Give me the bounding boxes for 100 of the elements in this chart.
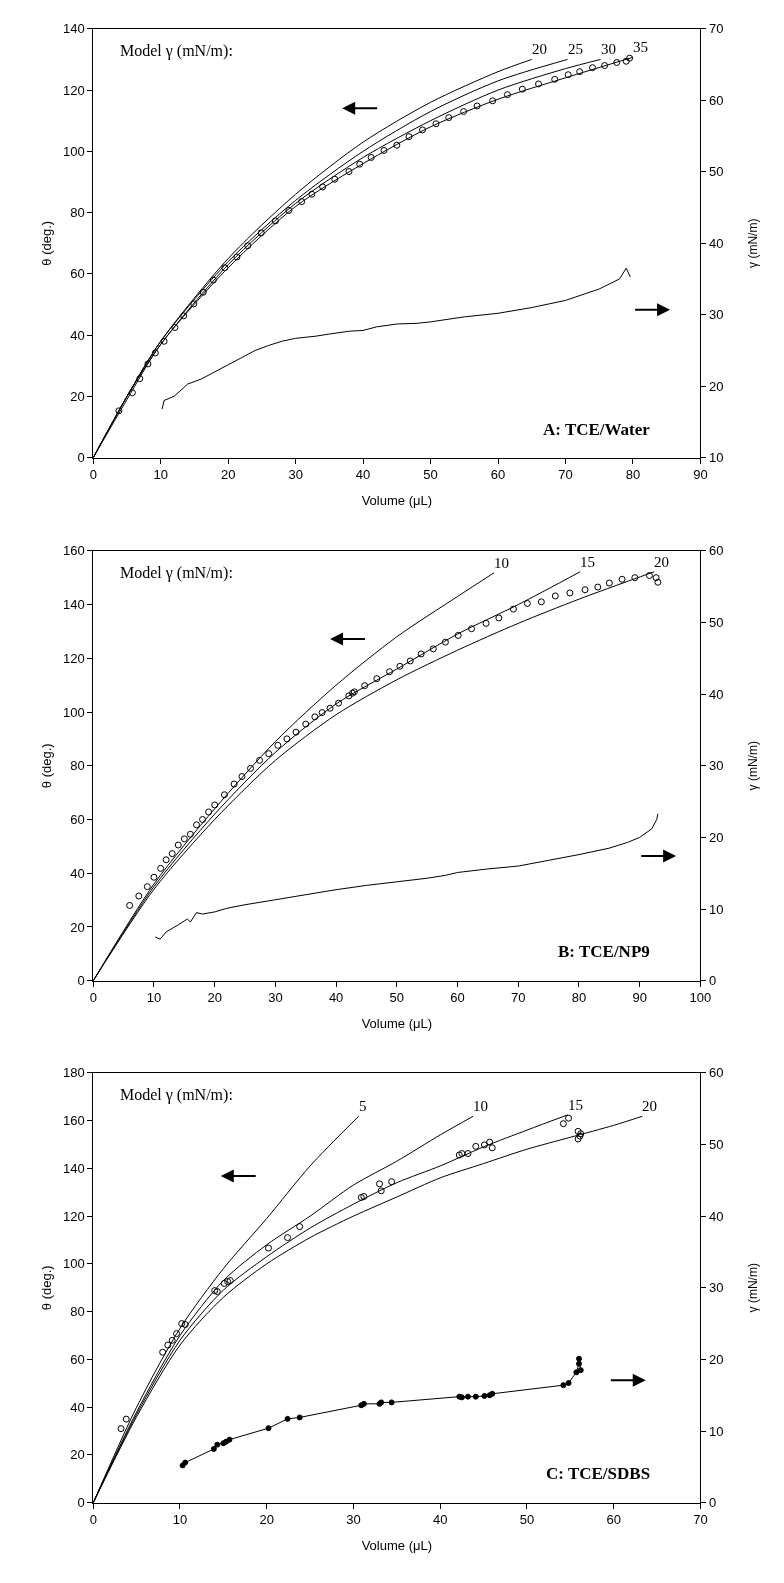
x-tick-label: 50	[389, 990, 405, 1006]
x-tick-label: 10	[172, 1512, 188, 1528]
y2-tick-label: 30	[709, 758, 724, 774]
y2-tick-label: 60	[709, 92, 724, 108]
x-tick-label: 40	[328, 990, 344, 1006]
y-tick-label: 80	[70, 1304, 85, 1320]
series-label: 15	[580, 554, 595, 570]
series-label: 35	[633, 39, 648, 55]
series-label: 10	[494, 555, 509, 571]
y-tick-label: 80	[70, 758, 85, 774]
y-tick-label: 120	[62, 1208, 85, 1224]
y2-tick-label: 60	[709, 1065, 724, 1081]
series-label: 20	[532, 41, 547, 57]
y2-tick-label: 50	[709, 615, 724, 630]
y-tick-label: 20	[70, 388, 85, 404]
y-tick-label: 20	[70, 1447, 85, 1463]
y-tick-label: 180	[62, 1065, 85, 1081]
x-tick-label: 0	[89, 990, 97, 1006]
x-tick-label: 0	[89, 467, 97, 483]
x-tick-label: 60	[450, 990, 465, 1006]
y2-tick-label: 30	[709, 307, 724, 323]
y-tick-label: 100	[62, 704, 85, 720]
x-tick-label: 70	[693, 1512, 708, 1528]
x-tick-label: 20	[207, 990, 222, 1006]
y2-axis-title: γ (mN/m)	[746, 218, 761, 268]
y2-tick-label: 40	[709, 235, 724, 251]
x-tick-label: 10	[153, 467, 168, 483]
x-tick-label: 30	[268, 990, 283, 1006]
y-axis-title: θ (deg.)	[38, 743, 54, 789]
x-tick-label: 20	[259, 1512, 274, 1528]
y2-tick-label: 40	[709, 686, 724, 702]
y-tick-label: 60	[70, 812, 85, 828]
y2-tick-label: 20	[709, 378, 724, 394]
x-tick-label: 50	[519, 1512, 535, 1528]
y-tick-label: 20	[70, 919, 85, 935]
y2-tick-label: 20	[709, 1351, 724, 1367]
y-tick-label: 160	[62, 1113, 85, 1129]
y-tick-label: 140	[62, 21, 85, 37]
y-tick-label: 100	[62, 1256, 85, 1272]
y-tick-label: 120	[62, 82, 85, 98]
x-tick-label: 80	[571, 990, 587, 1006]
x-tick-label: 90	[693, 467, 708, 483]
annotation: B: TCE/NP9	[558, 942, 650, 961]
y2-tick-label: 10	[709, 450, 724, 466]
y-tick-label: 140	[62, 597, 85, 613]
series-label: 10	[473, 1098, 488, 1114]
annotation: A: TCE/Water	[543, 420, 651, 439]
y2-tick-label: 50	[709, 1137, 724, 1152]
y2-tick-label: 0	[709, 973, 717, 989]
y2-tick-label: 0	[709, 1495, 717, 1511]
annotation: Model γ (mN/m):	[120, 564, 233, 582]
y-tick-label: 40	[70, 1399, 85, 1415]
y2-tick-label: 10	[709, 901, 724, 917]
y2-axis-title: γ (mN/m)	[746, 1263, 761, 1313]
y2-tick-label: 50	[709, 164, 724, 180]
y-tick-label: 0	[77, 973, 85, 989]
y2-tick-label: 40	[709, 1208, 724, 1224]
series-label: 25	[568, 41, 583, 57]
y2-tick-label: 20	[709, 829, 724, 845]
y2-axis-title: γ (mN/m)	[746, 741, 761, 791]
y-tick-label: 40	[70, 327, 85, 343]
x-tick-label: 60	[606, 1512, 621, 1528]
y-tick-label: 60	[70, 1351, 85, 1367]
y-tick-label: 40	[70, 865, 85, 881]
annotation: Model γ (mN/m):	[120, 42, 233, 60]
y-tick-label: 60	[70, 266, 85, 282]
series-label: 20	[654, 554, 669, 570]
y-tick-label: 100	[62, 143, 85, 159]
y-tick-label: 160	[62, 543, 85, 559]
annotation: Model γ (mN/m):	[120, 1086, 233, 1104]
x-tick-label: 40	[355, 467, 371, 483]
y-axis-title: θ (deg.)	[38, 220, 54, 266]
x-tick-label: 40	[432, 1512, 448, 1528]
x-tick-label: 70	[558, 467, 573, 483]
x-axis-title: Volume (μL)	[361, 1537, 433, 1553]
x-tick-label: 10	[146, 990, 162, 1006]
x-tick-label: 30	[346, 1512, 361, 1528]
y-tick-label: 0	[77, 1495, 85, 1511]
x-axis-title: Volume (μL)	[361, 1015, 433, 1031]
y-tick-label: 120	[62, 650, 85, 666]
x-tick-label: 30	[288, 467, 303, 483]
y-tick-label: 80	[70, 205, 85, 221]
x-tick-label: 90	[632, 990, 647, 1006]
series-label: 15	[568, 1097, 583, 1113]
y2-tick-label: 30	[709, 1280, 724, 1296]
y-axis-title: θ (deg.)	[38, 1265, 54, 1311]
x-tick-label: 100	[689, 990, 712, 1006]
x-axis-title: Volume (μL)	[361, 492, 433, 508]
y2-tick-label: 60	[709, 543, 724, 559]
x-tick-label: 60	[490, 467, 506, 483]
x-tick-label: 20	[220, 467, 236, 483]
series-label: 5	[359, 1098, 367, 1114]
series-label: 30	[601, 41, 616, 57]
y-tick-label: 140	[62, 1160, 85, 1176]
x-tick-label: 0	[89, 1512, 97, 1528]
annotation: C: TCE/SDBS	[546, 1464, 651, 1483]
x-tick-label: 50	[423, 467, 438, 483]
x-tick-label: 70	[511, 990, 526, 1006]
y2-tick-label: 10	[709, 1423, 724, 1439]
x-tick-label: 80	[625, 467, 641, 483]
